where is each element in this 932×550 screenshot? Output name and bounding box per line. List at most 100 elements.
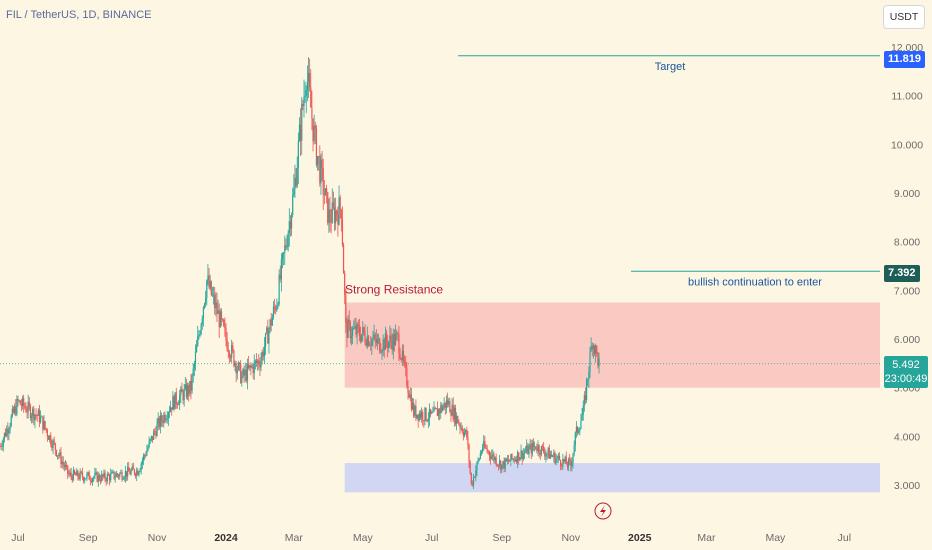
candle-down [364,332,366,343]
candle-down [88,472,90,480]
candle-down [496,464,498,466]
candle-down [340,209,342,220]
candle-down [229,357,232,359]
candle-up [371,339,373,346]
candle-down [214,294,216,308]
candle-up [476,462,478,471]
candle-up [209,281,211,288]
candle-down [355,326,357,335]
candle-up [546,453,548,455]
candle-down [107,474,110,476]
candle-down [15,406,17,415]
candle-down [341,219,344,246]
candle-down [521,450,523,460]
candle-down [67,465,69,474]
currency-button[interactable]: USDT [883,5,925,29]
candle-down [527,445,529,455]
candle-down [29,406,32,419]
candle-up [347,319,349,338]
candle-up [200,324,202,334]
candle-down [508,459,510,462]
candle-down [133,469,136,474]
candle-down [339,197,341,210]
candle-up [381,350,383,353]
candle-down [26,411,28,413]
time-tick-label: Jul [838,532,851,544]
candle-up [191,375,193,391]
candle-up [180,388,182,396]
candle-down [36,415,38,417]
candle-up [205,297,207,304]
candle-up [589,350,591,372]
candle-down [505,458,507,462]
candle-down [300,124,302,141]
candle-up [237,362,240,370]
candle-up [234,363,236,366]
candle-down [449,401,451,413]
candle-up [564,456,566,462]
candle-up [30,415,33,419]
lines-layer [0,55,880,365]
candle-up [211,294,214,296]
candle-down [70,472,72,477]
candle-down [554,452,556,464]
candle-up [32,408,34,416]
symbol-title[interactable]: FIL / TetherUS, 1D, BINANCE [6,9,152,21]
candle-down [46,430,48,437]
candle-down [593,345,596,354]
candle-up [174,392,176,410]
candle-up [261,351,263,361]
candle-down [108,475,111,481]
candle-down [171,407,173,410]
candle-up [144,455,146,457]
candle-up [582,405,584,416]
candle-down [238,362,241,364]
candle-up [522,453,524,460]
candle-up [388,341,390,348]
candle-down [47,436,50,440]
candle-up [574,432,576,446]
candle-up [504,458,506,469]
candle-down [370,344,372,346]
target-label: Target [655,61,686,73]
candle-up [547,448,549,454]
candle-up [59,452,61,456]
candle-down [383,339,385,350]
candle-down [486,448,488,452]
candle-up [34,414,36,421]
candle-down [235,363,237,374]
price-tick-label: 8.000 [894,237,920,249]
candle-down [539,452,541,455]
candle-up [578,430,580,433]
price-tick-label: 4.000 [894,431,920,443]
candle-up [242,369,244,377]
candle-down [441,405,443,411]
candle-up [416,414,418,418]
candle-down [270,319,272,326]
candle-up [571,462,573,467]
candle-up [567,459,570,467]
candle-down [446,400,449,405]
candle-down [500,460,502,470]
candle-up [183,388,185,401]
candle-down [279,274,281,280]
candle-up [301,103,303,141]
candle-up [166,418,168,420]
candle-down [80,471,82,473]
candle-up [84,479,86,481]
candle-up [281,253,284,260]
candle-down [245,369,247,381]
candle-down [28,401,30,407]
candle-down [332,202,334,207]
candle-down [458,423,460,425]
candle-up [492,453,494,456]
candle-down [77,470,79,478]
candle-up [272,306,275,318]
lightning-icon [594,502,612,520]
candle-up [85,478,87,480]
candle-up [241,376,243,383]
candle-down [129,471,131,475]
candle-down [176,403,178,405]
candle-down [536,449,538,451]
